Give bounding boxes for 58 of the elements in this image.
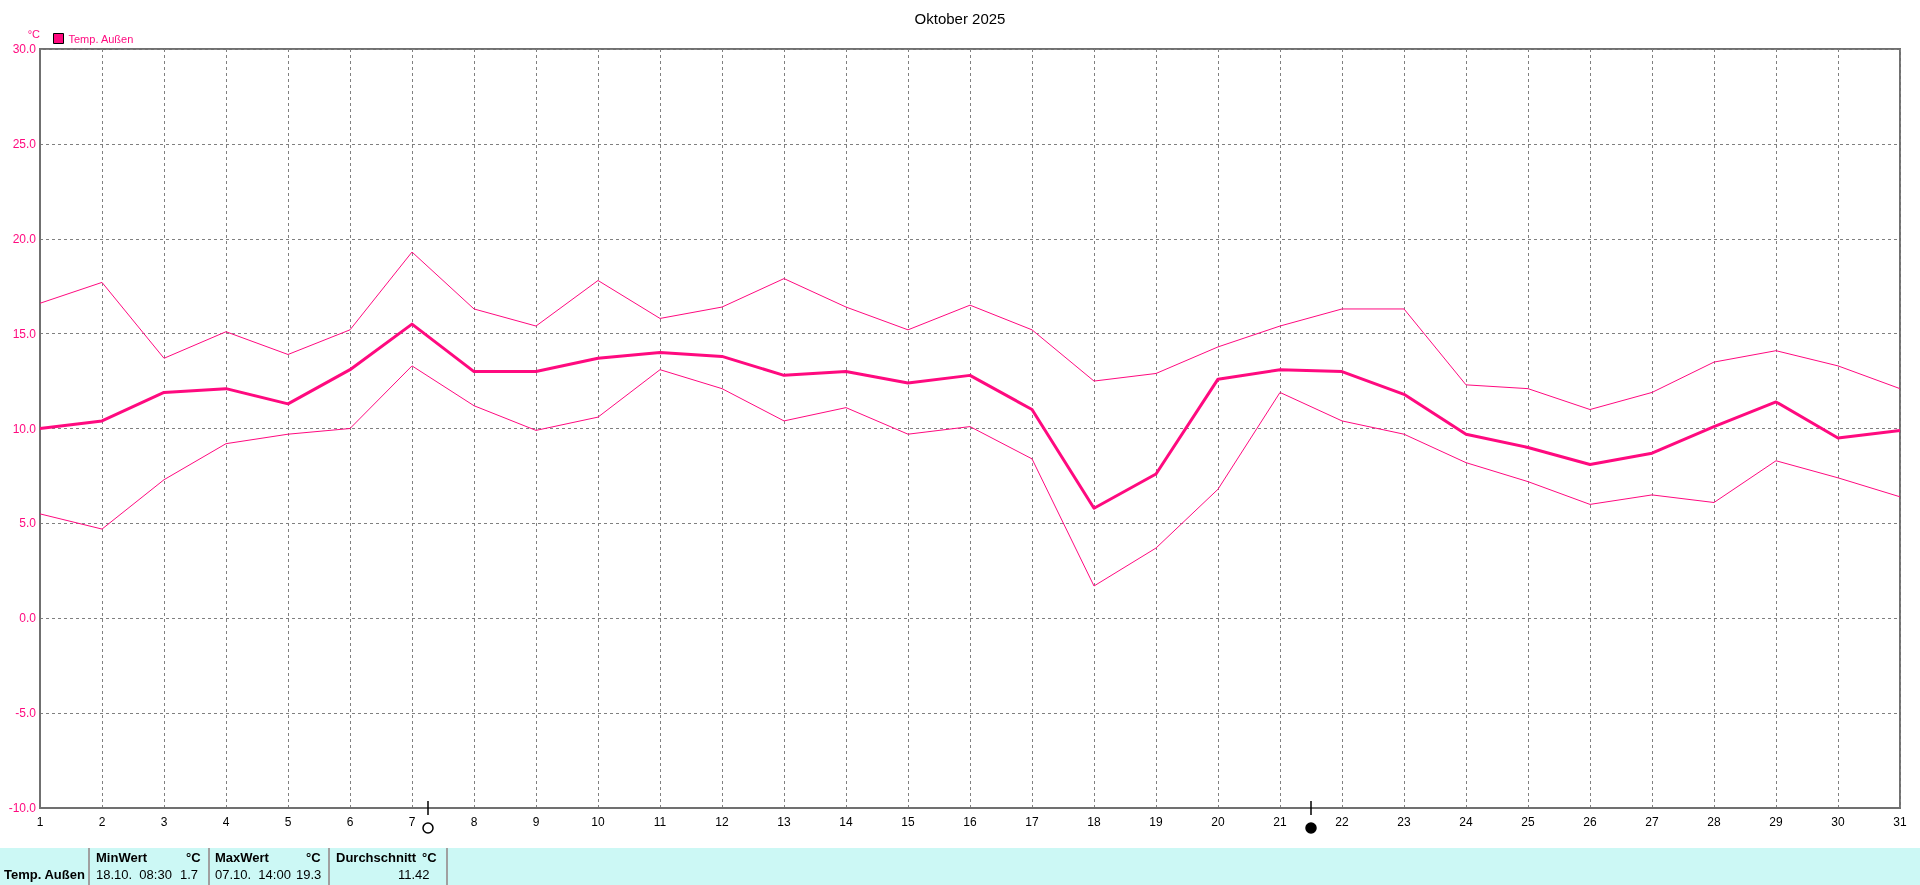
text: °C — [306, 850, 321, 865]
x-tick-label: 7 — [408, 815, 416, 829]
line-series — [39, 251, 1901, 411]
text: Temp. Außen — [4, 867, 85, 882]
y-tick-label: -10.0 — [8, 801, 37, 815]
y-tick-label: 30.0 — [12, 42, 37, 56]
y-tick-label: 15.0 — [12, 326, 37, 341]
x-tick-label: 27 — [1645, 815, 1659, 829]
text: °C — [186, 850, 201, 865]
legend-label: Temp. Außen — [68, 32, 134, 45]
x-tick-label: 18 — [1087, 815, 1101, 829]
x-tick-label: 19 — [1149, 815, 1163, 829]
x-tick-label: 10 — [591, 815, 605, 829]
x-tick-label: 30 — [1831, 815, 1845, 829]
y-tick-label: 10.0 — [12, 421, 37, 436]
x-tick-label: 1 — [36, 815, 44, 829]
x-tick-label: 24 — [1459, 815, 1473, 829]
x-tick-label: 26 — [1583, 815, 1597, 829]
text: MaxWert — [215, 850, 269, 865]
x-tick-label: 4 — [222, 815, 230, 829]
x-tick-label: 23 — [1397, 815, 1411, 829]
x-tick-label: 21 — [1273, 815, 1287, 829]
line-series — [39, 365, 1901, 587]
text: Durchschnitt — [336, 850, 417, 865]
text: 11.42 — [398, 867, 430, 882]
chart-title: Oktober 2025 — [914, 10, 1006, 27]
text: 19.3 — [296, 867, 322, 882]
text: 18.10. 08:30 — [96, 867, 172, 882]
x-tick-label: 20 — [1211, 815, 1225, 829]
x-tick-label: 11 — [653, 815, 667, 829]
x-tick-label: 5 — [284, 815, 292, 829]
x-tick-label: 9 — [532, 815, 540, 829]
text: °C — [422, 850, 437, 865]
y-tick-label: -5.0 — [15, 706, 37, 721]
text: 1.7 — [180, 867, 199, 882]
y-tick-label: 5.0 — [19, 516, 37, 531]
x-tick-label: 16 — [963, 815, 977, 829]
x-tick-label: 3 — [160, 815, 168, 829]
x-tick-label: 15 — [901, 815, 915, 829]
y-axis-title: °C — [27, 27, 41, 40]
x-tick-label: 8 — [470, 815, 478, 829]
text: MinWert — [96, 850, 148, 865]
y-tick-label: 0.0 — [19, 611, 37, 626]
x-tick-label: 14 — [839, 815, 853, 829]
y-tick-label: 25.0 — [12, 136, 37, 151]
x-tick-label: 28 — [1707, 815, 1721, 829]
x-tick-label: 31 — [1893, 815, 1907, 829]
line-series — [38, 322, 1902, 510]
x-tick-label: 22 — [1335, 815, 1349, 829]
text: 07.10. 14:00 — [215, 867, 291, 882]
x-tick-label: 13 — [777, 815, 791, 829]
x-tick-label: 29 — [1769, 815, 1783, 829]
x-tick-label: 2 — [98, 815, 106, 829]
x-tick-label: 12 — [715, 815, 729, 829]
x-tick-label: 6 — [346, 815, 354, 829]
x-tick-label: 17 — [1025, 815, 1039, 829]
y-tick-label: 20.0 — [12, 231, 37, 246]
x-tick-label: 25 — [1521, 815, 1535, 829]
